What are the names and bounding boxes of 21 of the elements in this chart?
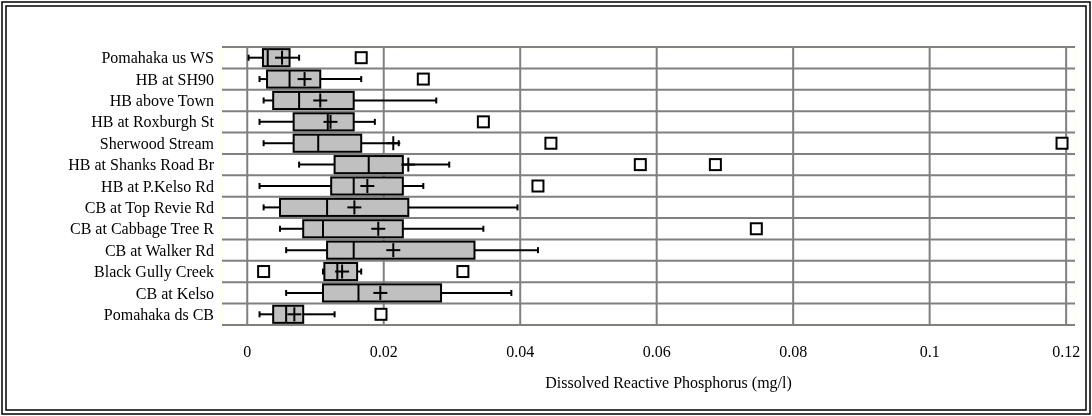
x-axis-title: Dissolved Reactive Phosphorus (mg/l) [545,374,792,392]
x-tick-label: 0.1 [919,343,940,360]
x-tick-label: 0.08 [779,343,808,360]
y-tick-label: Pomahaka us WS [101,49,214,67]
y-tick-label: HB at SH90 [135,70,214,88]
x-tick-label: 0.02 [369,343,398,360]
y-tick-label: Pomahaka ds CB [103,305,214,323]
y-tick-label: CB at Top Revie Rd [84,198,214,217]
x-tick-label: 0 [243,343,252,360]
x-tick-label: 0.04 [506,343,535,360]
y-tick-label: Sherwood Stream [99,134,215,152]
y-tick-label: HB above Town [109,92,214,110]
y-tick-label: CB at Walker Rd [104,241,214,259]
y-tick-label: HB at Shanks Road Br [68,156,215,174]
y-tick-label: CB at Kelso [135,284,214,302]
x-tick-label: 0.06 [642,343,671,360]
y-tick-label: HB at Roxburgh St [91,113,215,132]
y-tick-label: CB at Cabbage Tree R [70,220,215,239]
y-tick-label: Black Gully Creek [94,263,214,282]
x-tick-label: 0.12 [1052,343,1081,360]
y-tick-label: HB at P.Kelso Rd [101,177,214,195]
